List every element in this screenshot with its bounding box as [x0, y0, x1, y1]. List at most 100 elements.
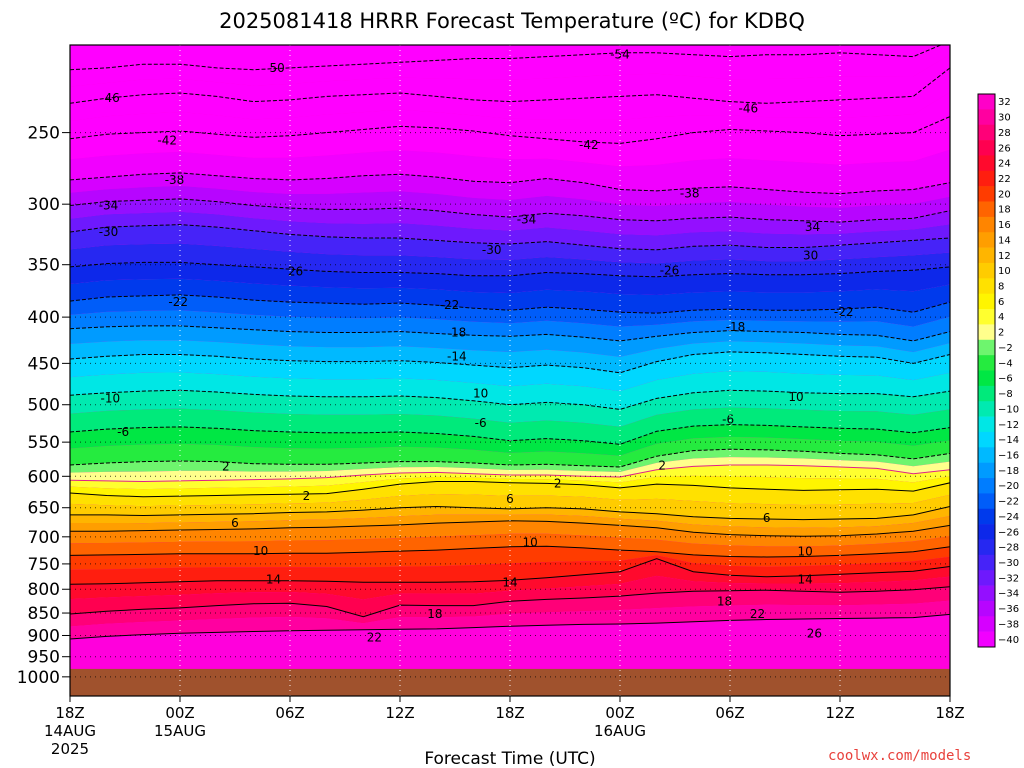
colorbar-swatch [978, 554, 995, 571]
chart-title: 2025081418 HRRR Forecast Temperature (ºC… [219, 9, 805, 33]
colorbar-label: 14 [998, 235, 1011, 246]
contour-label: -10 [101, 391, 121, 405]
colorbar-label: −30 [998, 558, 1019, 569]
y-tick-label: 800 [28, 580, 60, 600]
colorbar-swatch [978, 370, 995, 387]
temperature-band [70, 481, 950, 507]
colorbar-swatch [978, 232, 995, 248]
colorbar-swatch [978, 170, 995, 187]
temperature-band [70, 424, 950, 456]
colorbar-swatch [978, 339, 995, 356]
x-tick-label: 12Z [385, 704, 414, 722]
temperature-band [70, 575, 950, 617]
colorbar-swatch [978, 570, 995, 586]
x-tick-label: 12Z [825, 704, 854, 722]
y-tick-label: 950 [28, 648, 60, 668]
contour-label: 14 [266, 572, 281, 586]
y-tick-label: 600 [28, 467, 60, 487]
isotherm-line [70, 224, 950, 251]
colorbar-swatch [978, 585, 995, 602]
colorbar-swatch [978, 109, 995, 126]
y-tick-label: 650 [28, 499, 60, 519]
colorbar-label: 4 [998, 312, 1004, 323]
colorbar-swatch [978, 416, 995, 433]
colorbar-label: 10 [998, 266, 1011, 277]
colorbar-label: 26 [998, 143, 1011, 154]
ground-fill [70, 668, 950, 696]
colorbar-label: −26 [998, 527, 1019, 538]
colorbar-swatch [978, 478, 995, 494]
y-tick-label: 550 [28, 433, 60, 453]
y-tick-label: 250 [28, 124, 60, 144]
y-tick-label: 450 [28, 354, 60, 374]
contour-label: -34 [517, 213, 537, 227]
colorbar-label: 30 [998, 113, 1011, 124]
colorbar-swatch [978, 201, 995, 218]
x-tick-label: 00Z [605, 704, 634, 722]
gridlines [70, 45, 950, 696]
contour-label: 2 [303, 489, 311, 503]
colorbar-swatch [978, 94, 995, 110]
colorbar-label: −14 [998, 435, 1019, 446]
colorbar: 32 30 28 26 24 22 20 18 16 14 12 10 8 6 4 2 −2 −4 −6 −8 −10 −… [977, 93, 1019, 648]
colorbar-label: −32 [998, 573, 1019, 584]
x-axis-title: Forecast Time (UTC) [424, 749, 595, 768]
temperature-band [70, 436, 950, 467]
cold-fill [70, 45, 950, 70]
contour-label: 26 [288, 264, 303, 278]
temperature-band [70, 325, 950, 357]
contour-label: -6 [117, 425, 129, 439]
contour-label: 46 [105, 91, 120, 105]
colorbar-label: −16 [998, 450, 1019, 461]
colorbar-swatch [978, 324, 995, 341]
x-tick-label: 00Z [165, 704, 194, 722]
colorbar-label: −34 [998, 589, 1019, 600]
isotherm-line [70, 545, 950, 558]
isotherm-line [70, 67, 950, 104]
colorbar-label: −8 [998, 389, 1013, 400]
colorbar-swatch [978, 355, 995, 371]
contour-label: 18 [427, 607, 442, 621]
contour-label: -18 [726, 320, 746, 334]
x-tick-label: 18Z [935, 704, 964, 722]
contour-label: 34 [805, 220, 820, 234]
contour-label: -26 [660, 263, 680, 277]
temperature-band [70, 224, 950, 264]
isotherm-line [70, 45, 943, 71]
contour-label: 10 [788, 390, 803, 404]
colorbar-label: 32 [998, 97, 1011, 108]
credit-link[interactable]: coolwx.com/models [828, 748, 971, 764]
isotherm-line [70, 325, 950, 342]
colorbar-swatch [978, 247, 995, 264]
temperature-band [70, 390, 950, 427]
colorbar-frame [977, 93, 996, 648]
colorbar-label: −38 [998, 619, 1019, 630]
x-tick-date: 16AUG [594, 722, 646, 740]
contour-label: -14 [447, 349, 467, 363]
colorbar-swatch [978, 631, 995, 648]
contour-label: -22 [834, 305, 854, 319]
contour-label: -38 [165, 173, 185, 187]
contour-label: 10 [798, 545, 813, 559]
temperature-band [70, 465, 950, 490]
colorbar-label: −6 [998, 374, 1013, 385]
x-tick-date: 15AUG [154, 722, 206, 740]
colorbar-swatch [978, 493, 995, 510]
temperature-band [70, 54, 950, 104]
contour-label: -6 [722, 412, 734, 426]
colorbar-swatch [978, 155, 995, 172]
x-tick-year: 2025 [51, 740, 89, 758]
contour-label: 18 [717, 594, 732, 608]
colorbar-swatch [978, 616, 995, 632]
y-tick-label: 900 [28, 626, 60, 646]
colorbar-swatch [978, 462, 995, 479]
colorbar-label: 8 [998, 282, 1004, 293]
colorbar-swatch [978, 447, 995, 463]
colorbar-swatch [978, 262, 995, 279]
colorbar-label: −20 [998, 481, 1019, 492]
contour-label: 2 [222, 459, 230, 473]
contour-label: -42 [157, 133, 177, 147]
contour-label: 6 [231, 516, 239, 530]
colorbar-swatch [978, 216, 995, 233]
contour-label: -22 [440, 298, 460, 312]
